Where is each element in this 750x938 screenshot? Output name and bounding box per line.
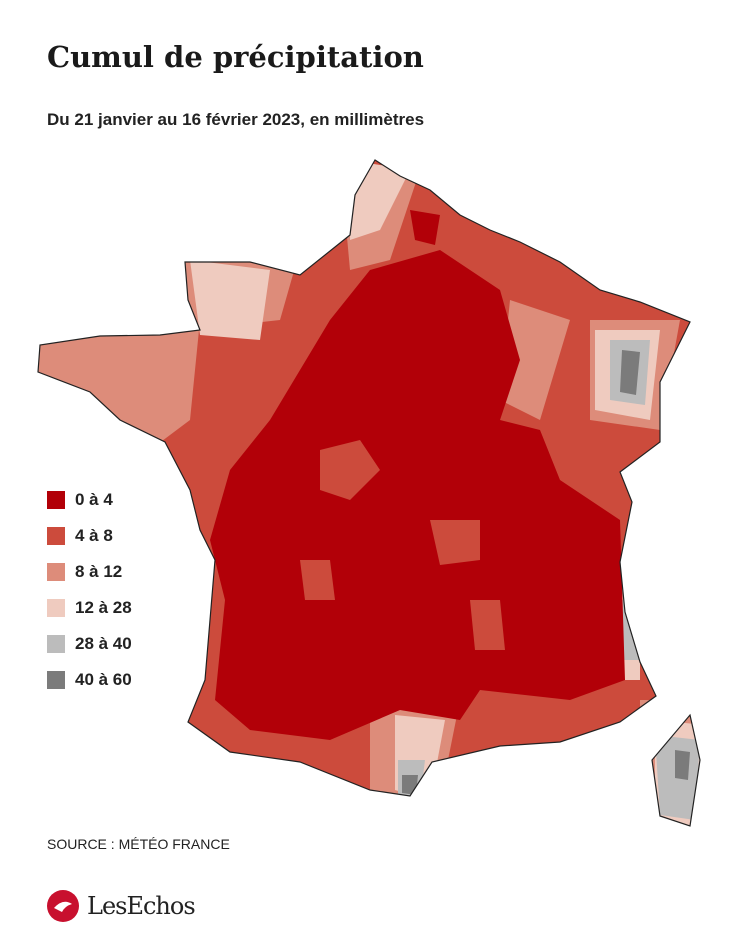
legend-swatch <box>47 671 65 689</box>
legend: 0 à 4 4 à 8 8 à 12 12 à 28 28 à 40 40 à 60 <box>47 482 132 698</box>
subtitle: Du 21 janvier au 16 février 2023, en mil… <box>47 110 425 129</box>
legend-label: 4 à 8 <box>75 526 113 545</box>
legend-item: 12 à 28 <box>47 590 132 626</box>
zone <box>38 160 700 826</box>
title: Cumul de précipitation <box>47 40 424 74</box>
legend-item: 0 à 4 <box>47 482 132 518</box>
legend-item: 8 à 12 <box>47 554 132 590</box>
legend-label: 0 à 4 <box>75 490 113 509</box>
logo-icon <box>47 890 79 922</box>
source: SOURCE : MÉTÉO FRANCE <box>47 836 230 852</box>
zone <box>398 340 700 820</box>
legend-swatch <box>47 527 65 545</box>
legend-swatch <box>47 599 65 617</box>
legend-item: 28 à 40 <box>47 626 132 662</box>
legend-label: 8 à 12 <box>75 562 123 581</box>
legend-item: 4 à 8 <box>47 518 132 554</box>
zone <box>300 440 505 650</box>
legend-swatch <box>47 491 65 509</box>
legend-label: 40 à 60 <box>75 670 132 689</box>
legend-label: 28 à 40 <box>75 634 132 653</box>
legend-item: 40 à 60 <box>47 662 132 698</box>
logo: LesEchos <box>47 890 196 922</box>
legend-swatch <box>47 563 65 581</box>
zone <box>210 210 625 740</box>
logo-text: LesEchos <box>87 892 196 920</box>
legend-swatch <box>47 635 65 653</box>
legend-label: 12 à 28 <box>75 598 132 617</box>
